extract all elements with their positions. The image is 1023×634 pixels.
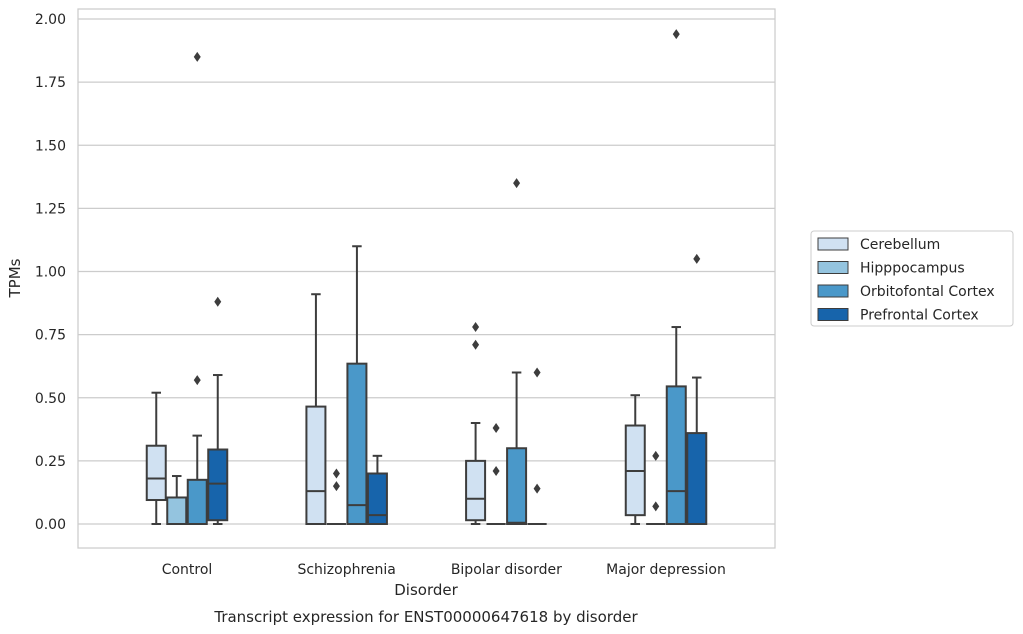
legend-swatch [817,237,849,251]
y-tick-label: 1.75 [35,75,66,91]
box-body [366,472,388,525]
box-hipppocampus-schizophrenia [326,468,346,525]
y-tick-label: 0.50 [35,391,66,407]
box-body [665,385,687,526]
outlier-point [693,253,701,264]
legend-label: Prefrontal Cortex [860,308,979,324]
outlier-point [193,375,201,386]
box-prefrontal-cortex-schizophrenia [366,454,388,525]
outlier-point [492,423,500,434]
outlier-point [472,322,480,333]
legend-swatch [817,308,849,321]
x-tick-labels: Control Schizophrenia Bipolar disorder Majo… [162,562,726,578]
box-body [145,444,167,502]
boxes [145,29,708,526]
y-tick-label: 1.25 [35,201,66,217]
legend-swatch [817,261,849,274]
box-hipppocampus-bipolar-disorder [486,423,506,525]
box-orbitofontal-cortex-bipolar-disorder [506,178,528,525]
y-tick-label: 0.25 [35,454,66,470]
box-body [207,448,229,522]
box-cerebellum-major-depression [624,394,646,525]
outlier-point [533,483,541,494]
legend-label: Orbitofontal Cortex [860,284,995,300]
box-body [686,432,708,526]
outlier-point [492,465,500,476]
x-tick-label: Major depression [606,562,726,578]
box-prefrontal-cortex-control [207,296,229,525]
y-tick-label: 1.00 [35,265,66,281]
box-body [346,362,368,525]
outlier-point [533,367,541,378]
legend-swatch [817,284,849,298]
box-cerebellum-schizophrenia [305,293,327,525]
legend-frame [810,230,1014,327]
y-tick-label: 0.75 [35,328,66,344]
x-tick-label: Bipolar disorder [451,562,562,578]
box-body [166,496,188,525]
box-body [305,405,327,525]
y-axis-title: TPMs [6,258,24,298]
box-body [186,478,208,525]
legend: Cerebellum Hipppocampus Orbitofontal Corte… [810,230,1014,327]
outlier-point [672,29,680,40]
box-cerebellum-bipolar-disorder [465,322,487,525]
outlier-point [513,178,521,189]
outlier-point [332,468,340,479]
y-tick-labels: 0.00 0.25 0.50 0.75 1.00 1.25 1.50 1.75 2.00 [35,12,66,533]
outlier-point [332,481,340,492]
x-axis-title: Disorder [394,581,458,599]
box-cerebellum-control [145,391,167,525]
y-tick-label: 2.00 [35,12,66,28]
figure-caption: Transcript expression for ENST0000064761… [213,608,638,626]
legend-label: Hipppocampus [860,261,965,277]
box-prefrontal-cortex-bipolar-disorder [527,367,547,525]
outlier-point [652,501,660,512]
box-orbitofontal-cortex-schizophrenia [346,245,368,525]
y-tick-label: 1.50 [35,138,66,154]
box-orbitofontal-cortex-control [186,51,208,525]
x-tick-label: Control [162,562,213,578]
outlier-point [193,51,201,62]
y-tick-label: 0.00 [35,517,66,533]
box-orbitofontal-cortex-major-depression [665,29,687,526]
box-hipppocampus-control [166,475,188,525]
box-hipppocampus-major-depression [646,450,666,525]
outlier-point [214,296,222,307]
box-body [506,447,528,525]
outlier-point [652,450,660,461]
box-prefrontal-cortex-major-depression [686,253,708,526]
outlier-point [472,339,480,350]
x-tick-label: Schizophrenia [297,562,395,578]
gridlines [78,18,775,525]
plot-frame [77,8,776,549]
box-body [465,459,487,522]
legend-label: Cerebellum [860,237,940,253]
